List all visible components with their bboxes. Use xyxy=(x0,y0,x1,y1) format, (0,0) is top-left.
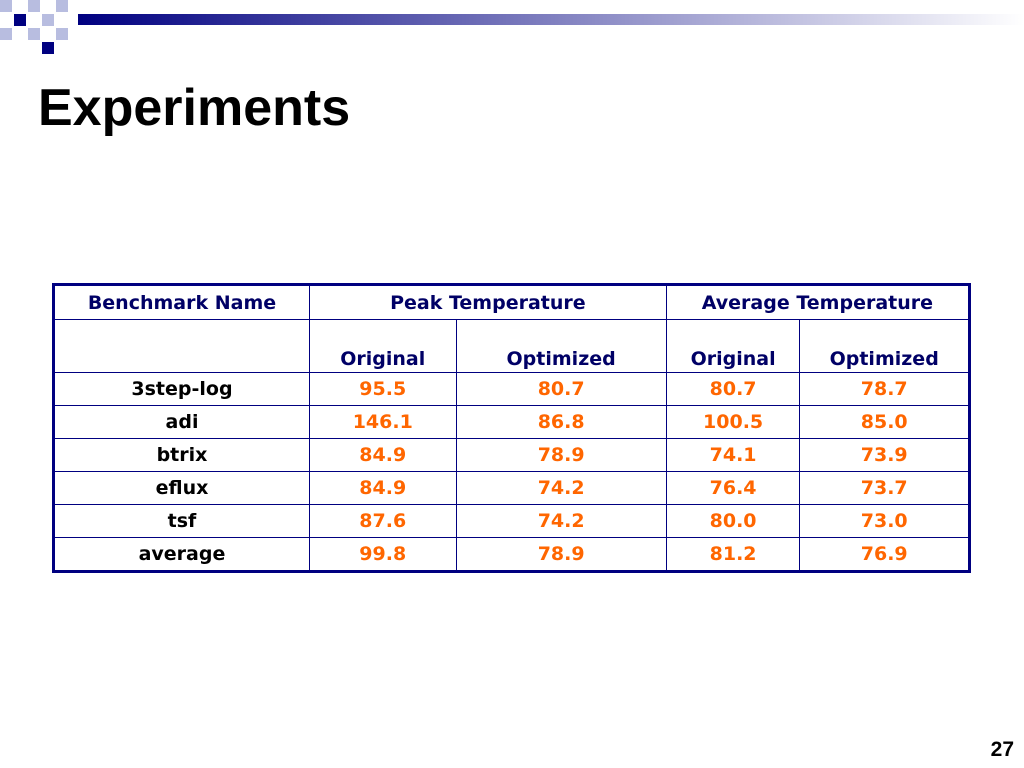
empty-cell xyxy=(53,319,310,373)
square xyxy=(0,0,12,12)
temperature-cell: 100.5 xyxy=(665,405,801,439)
data-row: eflux 84.9 74.2 76.4 73.7 xyxy=(53,471,970,505)
benchmark-name: tsf xyxy=(53,504,310,538)
temperature-cell: 85.0 xyxy=(799,405,970,439)
temperature-cell: 78.7 xyxy=(799,372,970,406)
temperature-cell: 95.5 xyxy=(308,372,457,406)
slide-title: Experiments xyxy=(38,79,351,137)
benchmark-name: btrix xyxy=(53,438,310,472)
temperature-cell: 99.8 xyxy=(308,537,457,572)
data-row: btrix 84.9 78.9 74.1 73.9 xyxy=(53,438,970,472)
temperature-cell: 80.7 xyxy=(665,372,801,406)
temperature-cell: 78.9 xyxy=(455,537,667,572)
temperature-cell: 80.0 xyxy=(665,504,801,538)
temperature-cell: 76.9 xyxy=(799,537,970,572)
data-row: adi 146.1 86.8 100.5 85.0 xyxy=(53,405,970,439)
temperature-cell: 87.6 xyxy=(308,504,457,538)
square xyxy=(56,0,68,12)
header-cell: Benchmark Name xyxy=(53,284,310,320)
temperature-cell: 74.1 xyxy=(665,438,801,472)
square xyxy=(42,42,54,54)
temperature-cell: 73.7 xyxy=(799,471,970,505)
temperature-cell: 78.9 xyxy=(455,438,667,472)
temperature-cell: 73.0 xyxy=(799,504,970,538)
subheader-row: Original Optimized Original Optimized xyxy=(53,319,970,373)
temperature-cell: 86.8 xyxy=(455,405,667,439)
square xyxy=(14,14,26,26)
data-row: 3step-log 95.5 80.7 80.7 78.7 xyxy=(53,372,970,406)
subheader-cell: Optimized xyxy=(799,319,970,373)
benchmark-name: adi xyxy=(53,405,310,439)
temperature-cell: 81.2 xyxy=(665,537,801,572)
square xyxy=(0,28,12,40)
square xyxy=(42,14,54,26)
header-cell: Average Temperature xyxy=(665,284,971,320)
subheader-cell: Optimized xyxy=(455,319,667,373)
data-row: tsf 87.6 74.2 80.0 73.0 xyxy=(53,504,970,538)
decoration xyxy=(0,0,1024,54)
results-table: Benchmark Name Peak Temperature Average Te… xyxy=(52,283,971,573)
benchmark-name: eflux xyxy=(53,471,310,505)
benchmark-name: average xyxy=(53,537,310,572)
temperature-cell: 74.2 xyxy=(455,471,667,505)
temperature-cell: 76.4 xyxy=(665,471,801,505)
square xyxy=(28,0,40,12)
benchmark-name: 3step-log xyxy=(53,372,310,406)
temperature-cell: 74.2 xyxy=(455,504,667,538)
square xyxy=(56,28,68,40)
header-row: Benchmark Name Peak Temperature Average Te… xyxy=(53,284,971,320)
subheader-cell: Original xyxy=(308,319,457,373)
square xyxy=(28,28,40,40)
temperature-cell: 84.9 xyxy=(308,471,457,505)
data-row: average 99.8 78.9 81.2 76.9 xyxy=(53,537,970,572)
subheader-cell: Original xyxy=(665,319,801,373)
temperature-cell: 146.1 xyxy=(308,405,457,439)
top-bar xyxy=(78,14,1024,25)
header-cell: Peak Temperature xyxy=(308,284,667,320)
page-number: 27 xyxy=(990,738,1014,761)
temperature-cell: 73.9 xyxy=(799,438,970,472)
temperature-cell: 80.7 xyxy=(455,372,667,406)
table-body: Benchmark Name Peak Temperature Average Te… xyxy=(53,284,971,572)
temperature-cell: 84.9 xyxy=(308,438,457,472)
